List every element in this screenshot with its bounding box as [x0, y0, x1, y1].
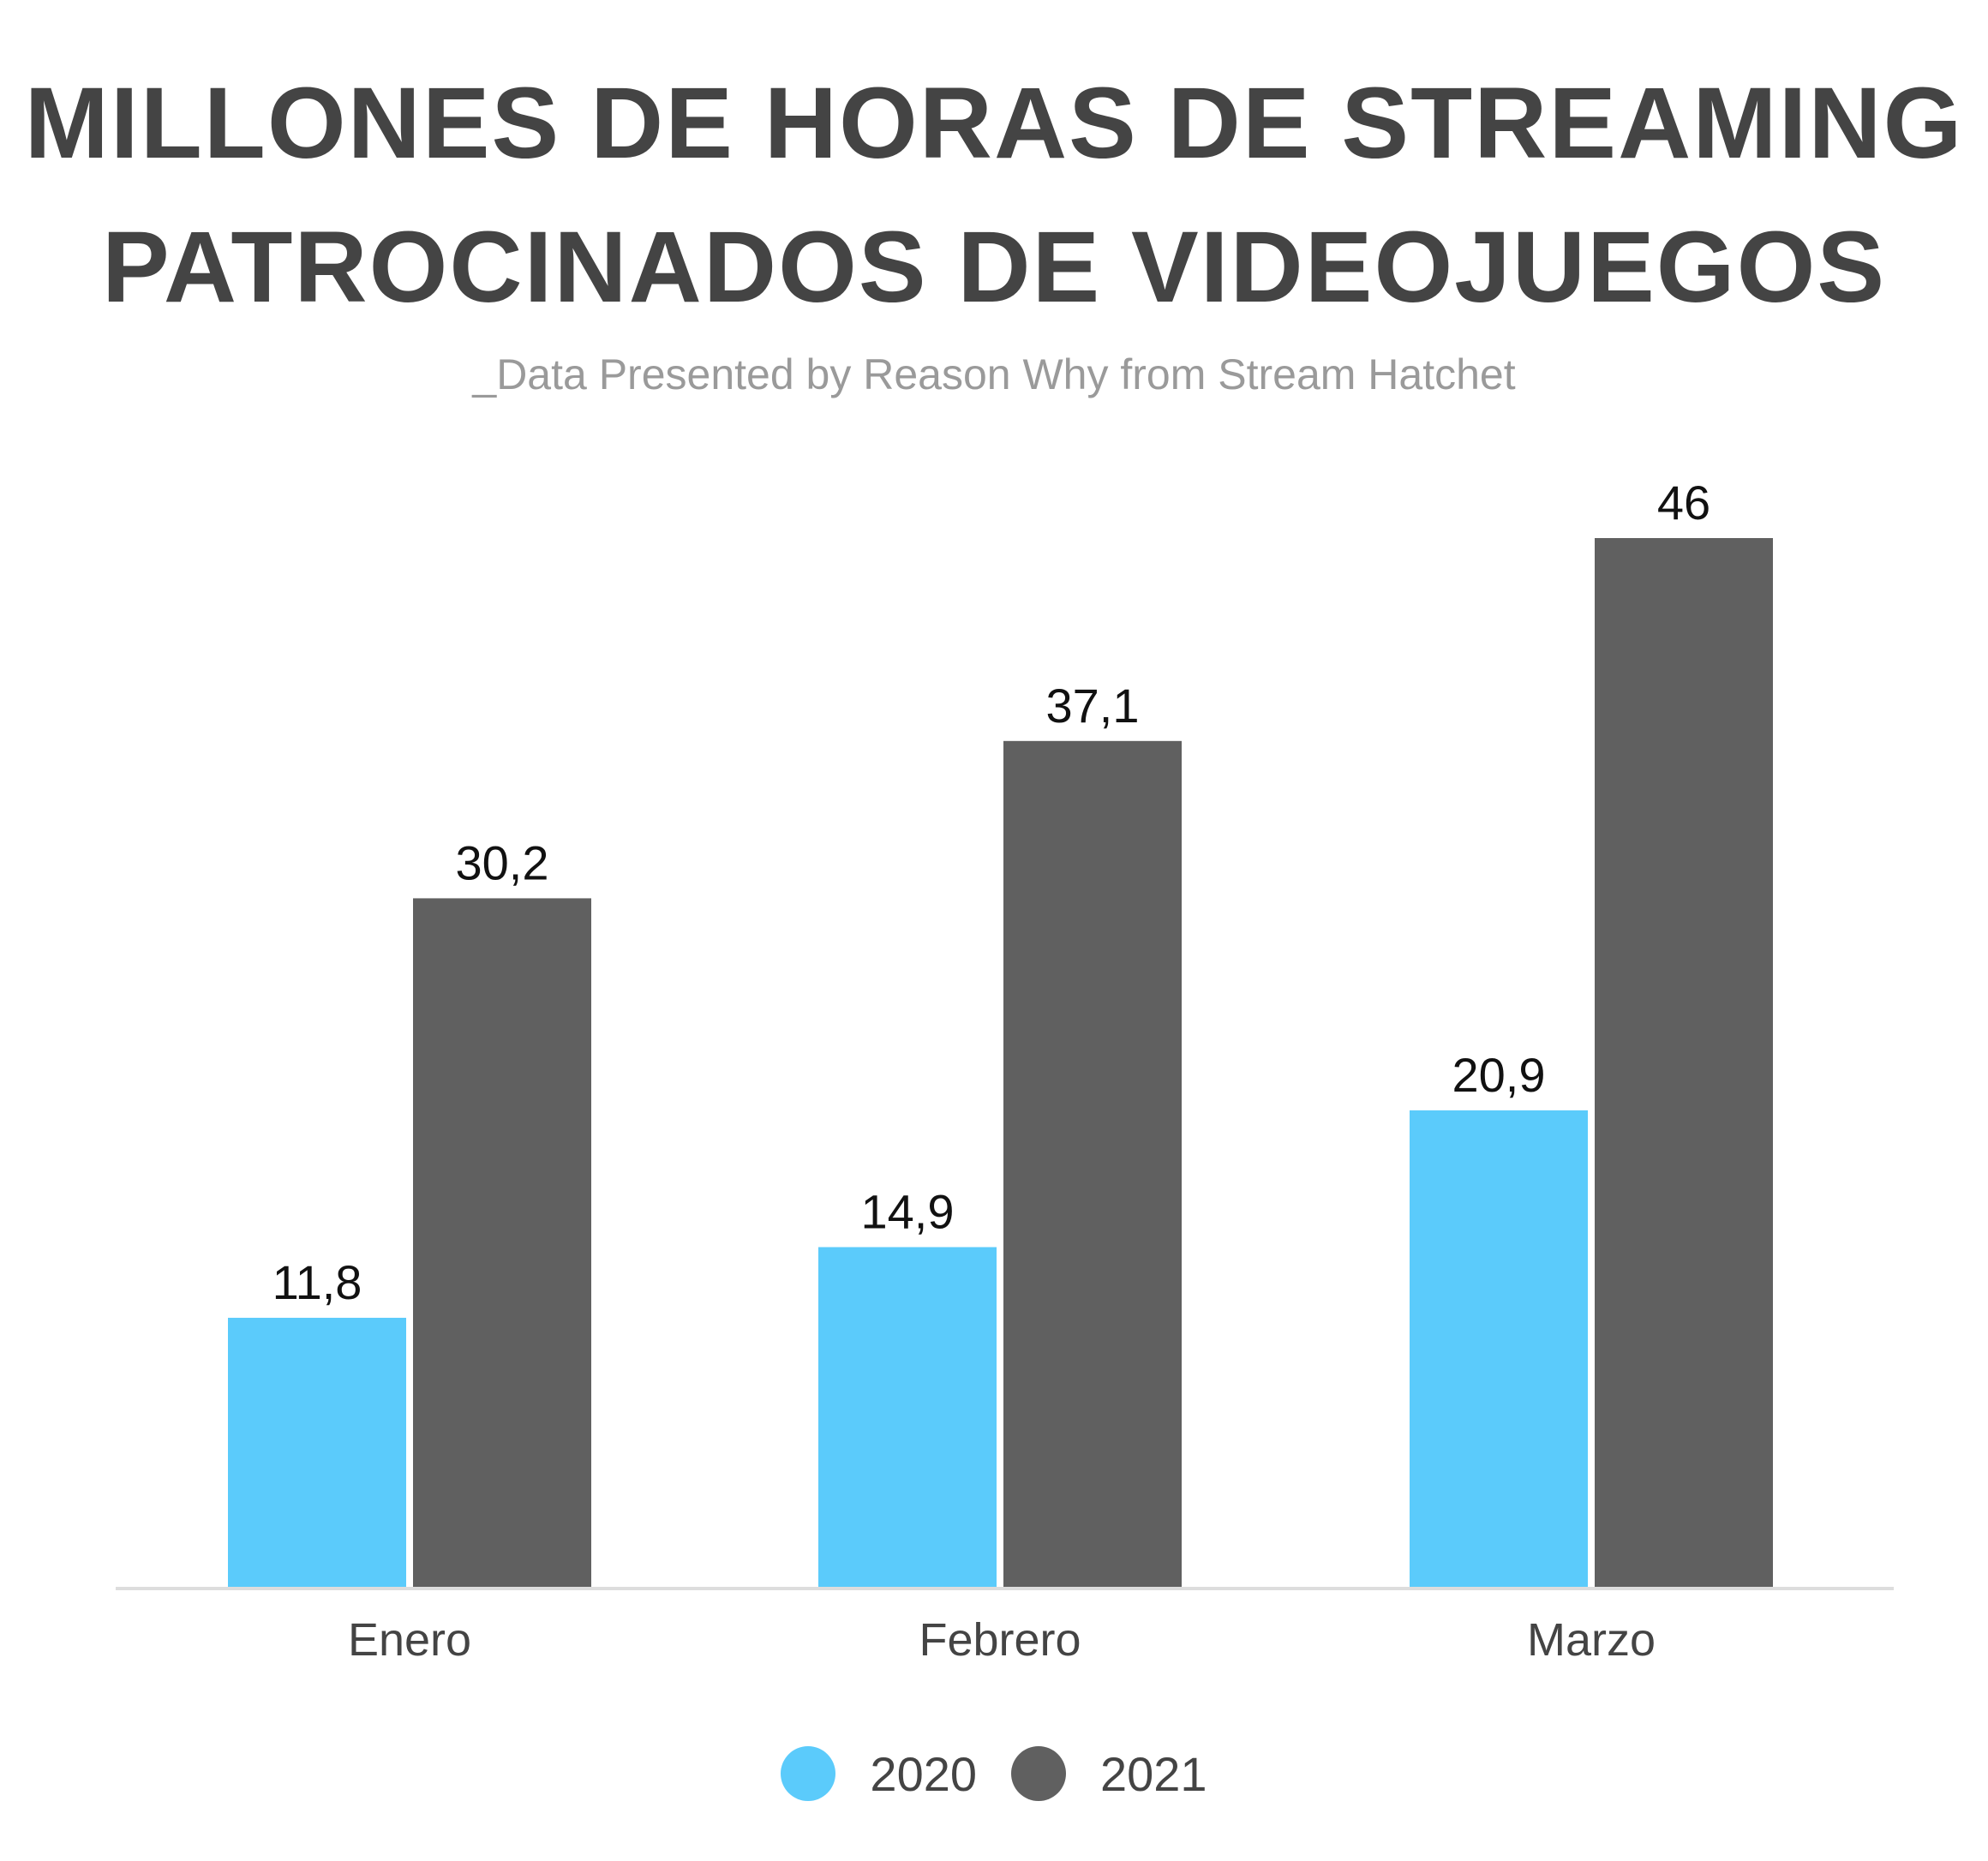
data-label-2020-marzo: 20,9 [1452, 1048, 1546, 1102]
bar-2020-enero [228, 1318, 406, 1587]
chart-title-line-2: PATROCINADOS DE VIDEOJUEGOS [101, 211, 1887, 324]
data-label-2021-enero: 30,2 [456, 835, 549, 889]
legend-swatch-2021 [1011, 1746, 1066, 1801]
legend-item-2021: 2021 [1011, 1746, 1207, 1802]
data-label-2021-marzo: 46 [1657, 476, 1710, 530]
chart-title-line-1: MILLONES DE HORAS DE STREAMING [24, 67, 1964, 180]
legend-swatch-2020 [781, 1746, 836, 1801]
bar-2020-marzo [1410, 1110, 1588, 1587]
x-tick-label-febrero: Febrero [919, 1614, 1081, 1666]
data-label-2021-febrero: 37,1 [1046, 679, 1140, 733]
bar-2021-febrero [1003, 740, 1182, 1587]
chart-legend: 2020 2021 [0, 1739, 1988, 1808]
bar-2020-febrero [818, 1247, 997, 1587]
data-label-2020-enero: 11,8 [272, 1255, 362, 1309]
chart-subtitle: _Data Presented by Reason Why from Strea… [472, 350, 1516, 398]
bar-2021-marzo [1595, 538, 1773, 1587]
bar-2021-enero [413, 898, 591, 1587]
legend-label-2020: 2020 [870, 1746, 977, 1801]
chart-title: MILLONES DE HORAS DE STREAMING PATROCINA… [0, 51, 1988, 339]
legend-label-2021: 2021 [1100, 1746, 1207, 1801]
x-tick-label-marzo: Marzo [1527, 1614, 1656, 1666]
x-tick-label-enero: Enero [348, 1614, 471, 1666]
data-label-2020-febrero: 14,9 [861, 1185, 955, 1239]
legend-item-2020: 2020 [781, 1746, 977, 1802]
